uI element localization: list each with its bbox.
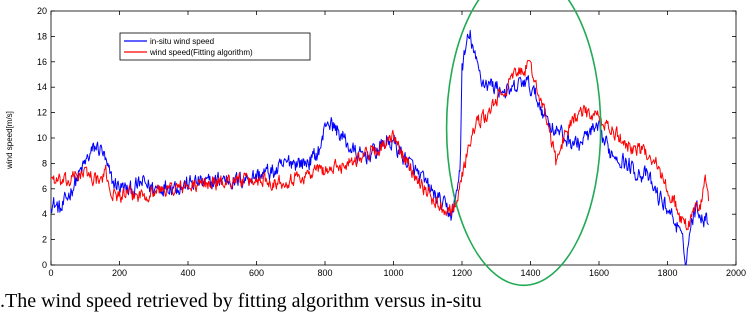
x-tick-label: 400 [180, 268, 195, 278]
series-line-1 [50, 59, 710, 231]
x-tick-label: 1200 [452, 268, 472, 278]
y-tick-label: 8 [42, 158, 47, 168]
y-tick-label: 18 [37, 31, 47, 41]
y-tick-label: 4 [42, 209, 47, 219]
x-tick-label: 1000 [383, 268, 403, 278]
x-tick-label: 1800 [657, 268, 677, 278]
x-tick-label: 1600 [589, 268, 609, 278]
chart-figure: 0 200 400 600 800 1000 1200 1400 1600 1800 2000 0 2… [5, 0, 746, 287]
figure-caption: .The wind speed retrieved by fitting alg… [0, 290, 482, 312]
y-tick-label: 16 [37, 57, 47, 67]
highlight-ellipse [445, 0, 602, 287]
legend: in-situ wind speed wind speed(Fitting al… [119, 32, 311, 61]
y-tick-label: 20 [37, 6, 47, 16]
x-axis: 0 200 400 600 800 1000 1200 1400 1600 1800 2000 [48, 11, 746, 278]
x-tick-label: 600 [249, 268, 264, 278]
y-tick-label: 2 [42, 235, 47, 245]
x-tick-label: 200 [112, 268, 127, 278]
legend-label-in-situ: in-situ wind speed [150, 37, 214, 46]
x-tick-label: 2000 [726, 268, 746, 278]
series-layer [50, 29, 710, 266]
x-tick-label: 800 [317, 268, 332, 278]
legend-box [119, 32, 311, 61]
annotation-layer [445, 0, 602, 287]
y-tick-label: 14 [37, 82, 47, 92]
x-tick-label: 1400 [520, 268, 540, 278]
series-line-0 [50, 29, 709, 266]
y-tick-label: 10 [37, 133, 47, 143]
y-axis: 0 2 4 6 8 10 12 14 16 18 20 [37, 6, 736, 270]
y-tick-label: 6 [42, 184, 47, 194]
y-tick-label: 12 [37, 108, 47, 118]
x-tick-label: 0 [48, 268, 53, 278]
y-tick-label: 0 [42, 260, 47, 270]
legend-label-fitting: wind speed(Fitting algorithm) [149, 48, 253, 57]
y-axis-label: wind speed[m/s] [5, 111, 14, 170]
